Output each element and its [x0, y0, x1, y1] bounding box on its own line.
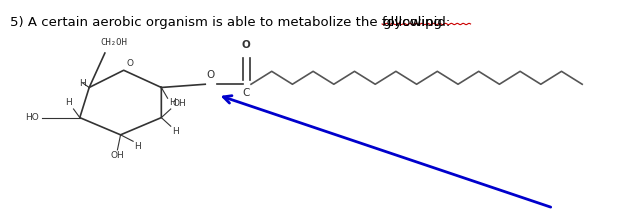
- Text: H: H: [66, 98, 72, 107]
- Text: H: H: [169, 98, 176, 107]
- Text: OH: OH: [173, 99, 186, 108]
- Text: H: H: [134, 142, 141, 151]
- Text: HO: HO: [25, 113, 39, 122]
- Text: O: O: [127, 59, 134, 68]
- Text: O: O: [207, 70, 215, 80]
- Text: glycolipid:: glycolipid:: [382, 16, 450, 29]
- Text: H: H: [173, 127, 180, 136]
- Text: 5) A certain aerobic organism is able to metabolize the following: 5) A certain aerobic organism is able to…: [9, 16, 442, 29]
- Text: OH: OH: [110, 151, 124, 160]
- Text: H: H: [79, 79, 86, 88]
- Text: O: O: [242, 40, 250, 50]
- Text: CH₂OH: CH₂OH: [101, 37, 127, 47]
- Text: C: C: [243, 88, 249, 98]
